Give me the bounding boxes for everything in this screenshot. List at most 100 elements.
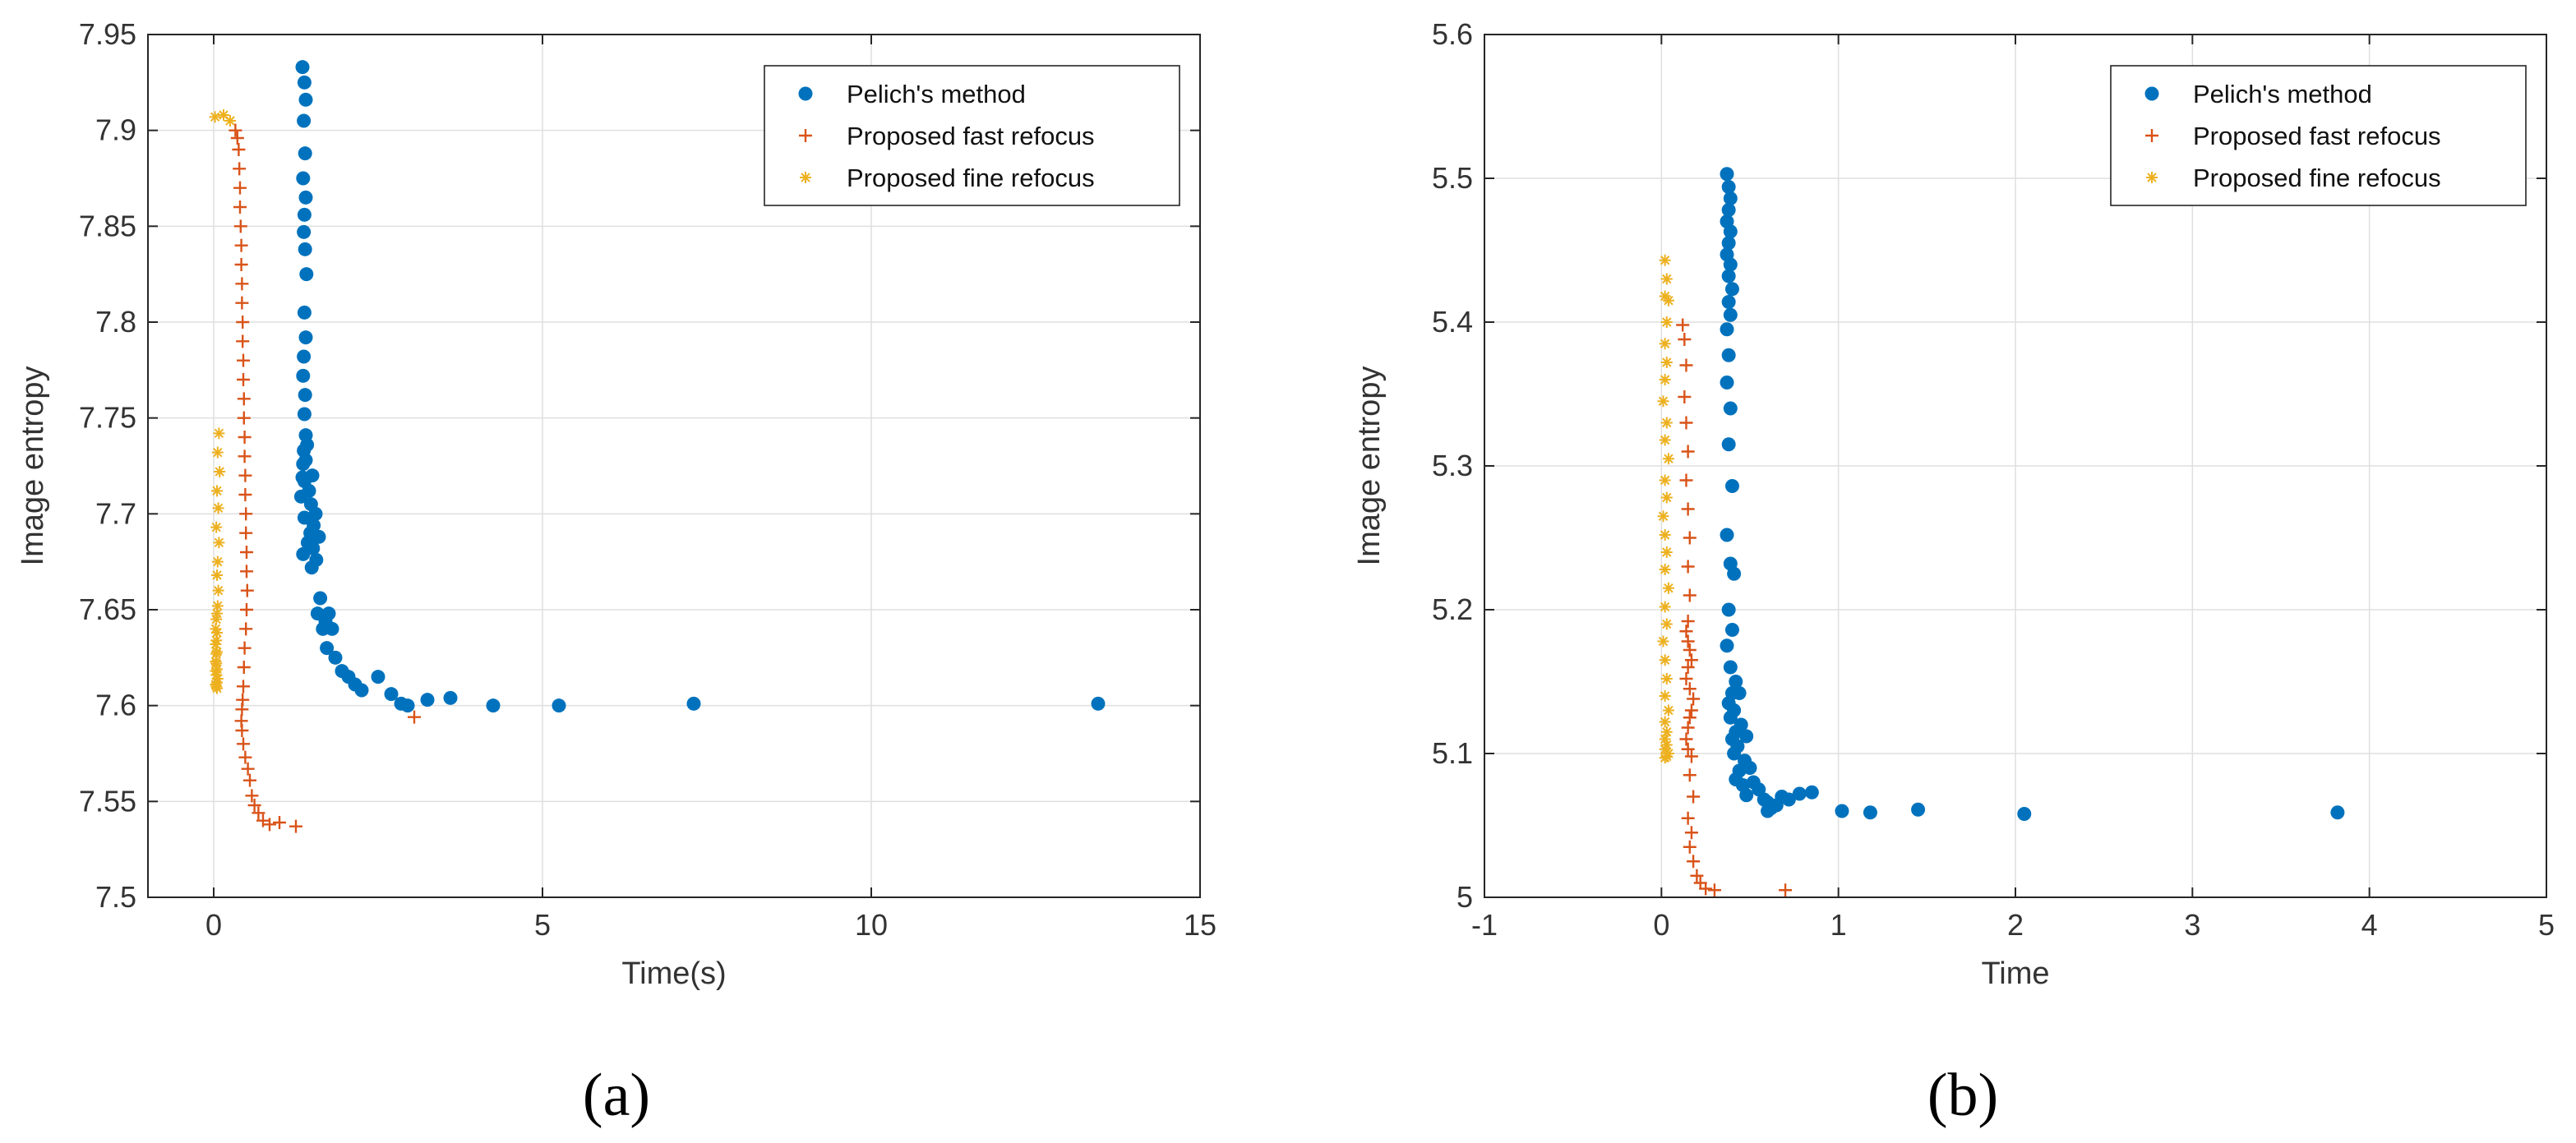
panel-a-pelich-s-method-point-55: [443, 690, 458, 705]
panel-b-pelich-s-method-point-53: [1804, 785, 1819, 800]
panel-a-proposed-fine-refocus-point-6: [211, 485, 223, 497]
panel-b-y-tick-label: 5.3: [1432, 449, 1473, 482]
panel-b-proposed-fine-refocus-point-11: [1662, 453, 1674, 465]
panel-b-proposed-fine-refocus-point-0: [1659, 254, 1671, 266]
panel-a-pelich-s-method-point-13: [297, 349, 312, 364]
panel-b-pelich-s-method-point-0: [1720, 167, 1734, 182]
panel-a-proposed-fine-refocus-point-8: [210, 521, 223, 533]
panel-b-legend-label-proposed-fast-refocus: Proposed fast refocus: [2193, 122, 2441, 150]
panel-b-x-tick-label: 1: [1830, 908, 1847, 942]
panel-b-x-tick-label: 5: [2538, 908, 2555, 942]
panel-b-proposed-fast-refocus-point-14: [1683, 643, 1697, 657]
panel-a-y-tick-label: 7.65: [79, 592, 136, 626]
panel-b-proposed-fine-refocus-point-25: [1662, 704, 1674, 717]
panel-b-proposed-fast-refocus-point-32: [1690, 869, 1704, 883]
panel-a-proposed-fast-refocus-point-43: [263, 818, 276, 832]
panel-b-proposed-fine-refocus-point-10: [1659, 434, 1671, 446]
panel-b-proposed-fast-refocus-point-25: [1684, 749, 1698, 763]
panel-b-proposed-fast-refocus-point-6: [1679, 473, 1693, 487]
panel-b-legend-proposed-fine-refocus-point-0: [2146, 172, 2158, 183]
panel-a-proposed-fine-refocus-point-3: [213, 427, 225, 440]
panel-a-pelich-s-method-point-59: [1091, 696, 1106, 711]
panel-b-proposed-fine-refocus-point-27: [1660, 726, 1673, 738]
panel-a-proposed-fine-refocus-point-4: [211, 446, 224, 459]
panel-a-legend-proposed-fast-refocus-point-0: [799, 129, 812, 142]
panel-b-pelich-s-method-point-37: [1727, 746, 1742, 761]
panel-a-y-tick-label: 7.6: [95, 689, 136, 722]
panel-b-proposed-fine-refocus-point-29: [1660, 739, 1673, 751]
panel-a-proposed-fine-refocus-point-2: [224, 115, 236, 127]
panel-b-proposed-fast-refocus-point-21: [1683, 711, 1697, 725]
panel-b-proposed-fine-refocus-point-20: [1660, 618, 1673, 630]
panel-b-legend-box: [2110, 65, 2527, 206]
panel-a-x-tick-label: 15: [1184, 908, 1216, 942]
panel-b-pelich-s-method-point-45: [1739, 788, 1754, 803]
panel-b-x-tick-label: 0: [1653, 908, 1669, 942]
panel-a-proposed-fast-refocus-point-1: [230, 131, 244, 145]
panel-b-proposed-fast-refocus-point-24: [1681, 742, 1695, 756]
panel-a-data-points: [209, 60, 1106, 833]
panel-a-y-tick-label: 7.85: [79, 209, 136, 242]
panel-a-proposed-fine-refocus-point-28: [211, 646, 223, 658]
panel-a-proposed-fast-refocus-point-0: [229, 123, 242, 137]
panel-b-pelich-s-method-point-13: [1720, 322, 1734, 337]
panel-b: -1 0 1 2 3 4 5 5 5.1 5.2 5.3 5.4 5.5 5.6 Time Image ent…: [1352, 17, 2555, 991]
panel-a-y-tick-label: 7.7: [95, 496, 136, 530]
panel-b-y-tick-label: 5: [1457, 880, 1473, 914]
panel-b-pelich-s-method-point-35: [1739, 729, 1754, 744]
panel-b-pelich-s-method-point-18: [1724, 479, 1739, 493]
panel-b-proposed-fast-refocus-point-7: [1681, 502, 1695, 516]
panel-a-proposed-fast-refocus-point-27: [239, 622, 253, 636]
panel-a-pelich-s-method-point-51: [384, 687, 399, 702]
panel-a-legend-box: [764, 65, 1180, 206]
panel-b-proposed-fast-refocus-point-18: [1683, 682, 1697, 696]
panel-a-legend-pelich-s-method-point-0: [798, 86, 813, 101]
panel-a-legend-label-proposed-fine-refocus: Proposed fine refocus: [847, 164, 1095, 192]
panel-b-pelich-s-method-point-9: [1721, 269, 1736, 283]
panel-b-y-tick-label: 5.1: [1432, 736, 1473, 770]
panel-a-legend-label-proposed-fast-refocus: Proposed fast refocus: [847, 122, 1095, 150]
panel-b-proposed-fine-refocus-point-17: [1659, 564, 1671, 575]
panel-a-pelich-s-method-point-45: [328, 650, 343, 665]
panel-a-pelich-s-method-point-7: [297, 207, 312, 222]
panel-b-y-tick-label: 5.5: [1432, 161, 1473, 195]
panel-b-proposed-fine-refocus-point-18: [1662, 582, 1674, 594]
panel-b-proposed-fine-refocus-point-28: [1659, 733, 1671, 745]
panel-b-y-tick-label: 5.2: [1432, 592, 1473, 626]
panel-b-proposed-fast-refocus-point-23: [1679, 732, 1693, 746]
panel-b-pelich-s-method-point-5: [1723, 224, 1738, 239]
panel-a-y-tick-label: 7.95: [79, 17, 136, 51]
panel-b-proposed-fast-refocus-point-36: [1779, 883, 1793, 897]
panel-a-proposed-fast-refocus-point-7: [234, 238, 248, 252]
panel-a-legend: Pelich's method Proposed fast refocus Prop…: [764, 65, 1180, 206]
panel-label-a: (a): [583, 1062, 650, 1129]
panel-a-proposed-fast-refocus-point-24: [240, 565, 253, 578]
panel-a-proposed-fast-refocus-point-23: [240, 546, 253, 559]
panel-b-proposed-fast-refocus-point-5: [1681, 445, 1695, 459]
panel-b-legend: Pelich's method Proposed fast refocus Prop…: [2110, 65, 2527, 206]
panel-b-pelich-s-method-point-31: [1723, 710, 1738, 725]
panel-a-y-tick-label: 7.55: [79, 784, 136, 818]
panel-b-proposed-fast-refocus-point-28: [1681, 811, 1695, 825]
panel-a-proposed-fast-refocus-point-37: [241, 762, 255, 776]
panel-b-x-tick-label: 2: [2007, 908, 2024, 942]
panel-a-proposed-fine-refocus-point-0: [209, 111, 221, 123]
panel-b-proposed-fast-refocus-point-10: [1683, 588, 1697, 602]
panel-b-proposed-fine-refocus-point-24: [1659, 690, 1671, 702]
panel-a-pelich-s-method-point-58: [686, 696, 701, 711]
panel-b-y-tick-label: 5.4: [1432, 305, 1473, 339]
panel-a-pelich-s-method-point-56: [486, 698, 501, 713]
panel-a-legend-proposed-fine-refocus-point-0: [800, 172, 811, 183]
panel-b-proposed-fine-refocus-point-12: [1659, 474, 1671, 486]
panel-a-proposed-fast-refocus-point-45: [289, 819, 302, 833]
panel-a-pelich-s-method-point-35: [296, 546, 311, 561]
panel-b-proposed-fast-refocus-point-34: [1699, 882, 1713, 896]
panel-a-proposed-fast-refocus-point-16: [237, 411, 251, 425]
panel-b-proposed-fast-refocus-point-0: [1676, 318, 1690, 332]
panel-b-y-axis-title: Image entropy: [1352, 366, 1387, 566]
panel-a-proposed-fine-refocus-point-27: [210, 657, 223, 670]
panel-a-proposed-fast-refocus-point-8: [234, 258, 248, 271]
panel-a-proposed-fast-refocus-point-30: [237, 680, 250, 694]
panel-a-pelich-s-method-point-11: [297, 305, 312, 320]
